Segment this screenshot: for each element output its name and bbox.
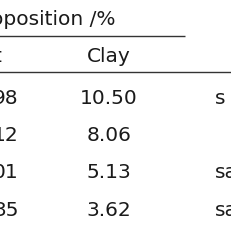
Text: t: t	[0, 47, 1, 66]
Text: 10.50: 10.50	[80, 89, 137, 108]
Text: sa: sa	[215, 201, 231, 220]
Text: 3.62: 3.62	[86, 201, 131, 220]
Text: 01: 01	[0, 163, 19, 182]
Text: s: s	[215, 89, 225, 108]
Text: 35: 35	[0, 201, 18, 220]
Text: 8.06: 8.06	[86, 126, 131, 145]
Text: Clay: Clay	[87, 47, 131, 66]
Text: 5.13: 5.13	[86, 163, 131, 182]
Text: oposition /%: oposition /%	[0, 10, 115, 29]
Text: 12: 12	[0, 126, 19, 145]
Text: sa: sa	[215, 163, 231, 182]
Text: 98: 98	[0, 89, 19, 108]
